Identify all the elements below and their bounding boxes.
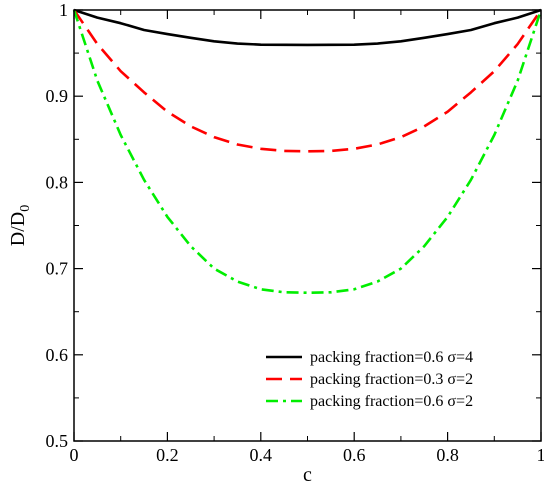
y-axis-label-subscript: 0 bbox=[18, 205, 33, 212]
y-tick-label: 0.9 bbox=[46, 86, 69, 106]
axis-ticks: 0 0.2 0.4 0.6 0.8 1 0.5 0.6 0.7 0.8 0.9 1 bbox=[46, 0, 544, 465]
series-line-3 bbox=[72, 9, 543, 295]
x-tick-label: 0.8 bbox=[436, 445, 459, 465]
y-tick-label: 0.6 bbox=[46, 345, 69, 365]
plot-lines bbox=[72, 8, 543, 295]
y-tick-label: 0.8 bbox=[46, 172, 69, 192]
y-tick-label: 0.5 bbox=[46, 431, 69, 451]
legend-label-3: packing fraction=0.6 σ=2 bbox=[310, 393, 473, 410]
legend-label-1: packing fraction=0.6 σ=4 bbox=[310, 349, 473, 366]
x-tick-label: 0 bbox=[70, 445, 79, 465]
legend: packing fraction=0.6 σ=4 packing fraction… bbox=[266, 349, 473, 410]
x-tick-label: 0.4 bbox=[250, 445, 273, 465]
x-tick-label: 1 bbox=[537, 445, 544, 465]
legend-label-2: packing fraction=0.3 σ=2 bbox=[310, 371, 473, 388]
y-axis-label: D/D0 bbox=[7, 205, 33, 246]
x-axis-label: c bbox=[303, 464, 312, 486]
y-tick-label: 1 bbox=[59, 0, 68, 20]
series-line-1 bbox=[73, 8, 542, 47]
y-tick-label: 0.7 bbox=[46, 259, 69, 279]
x-tick-label: 0.6 bbox=[343, 445, 366, 465]
y-axis-label-main: D/D bbox=[7, 212, 29, 246]
x-tick-label: 0.2 bbox=[156, 445, 179, 465]
